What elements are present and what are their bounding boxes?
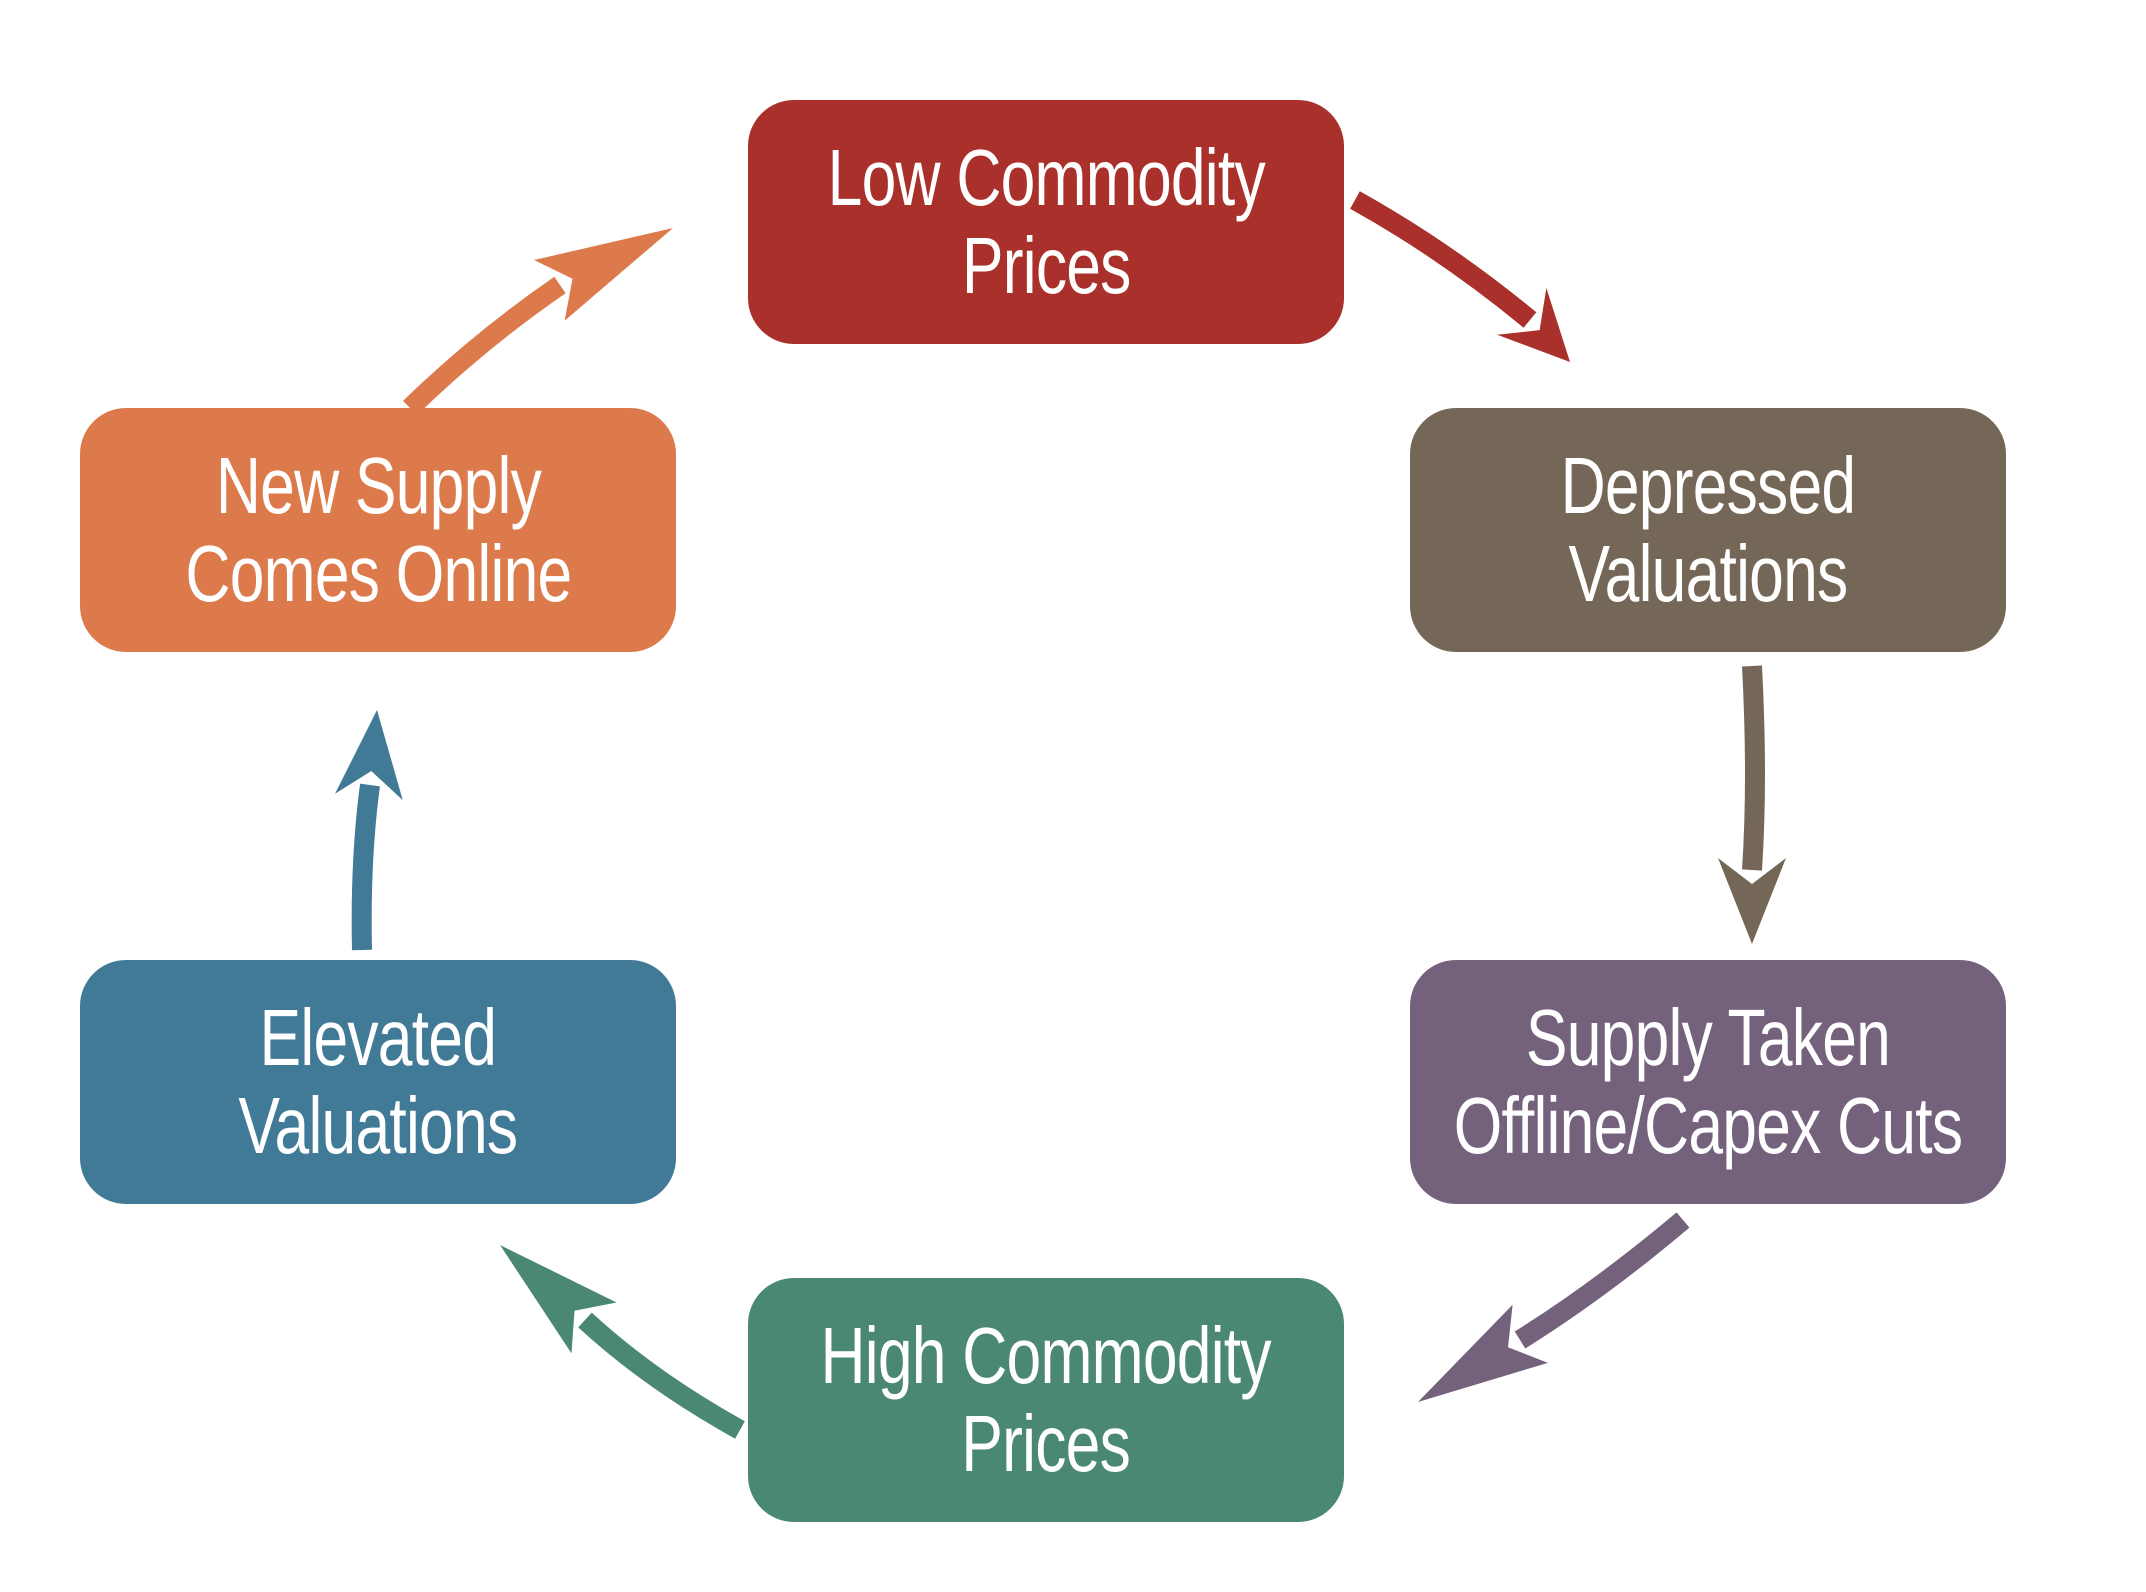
node-depressed-valuations: Depressed Valuations — [1410, 408, 2006, 652]
arrowhead — [500, 1245, 617, 1354]
arrow-shaft — [403, 276, 566, 416]
node-label-line-2: Valuations — [238, 1081, 519, 1170]
node-label-line-1: New Supply — [215, 441, 541, 530]
node-elevated-valuations: Elevated Valuations — [80, 960, 676, 1204]
arrow-low-to-depressed — [1350, 191, 1570, 362]
arrowhead — [1718, 858, 1786, 944]
arrowhead — [1418, 1304, 1548, 1402]
arrow-supply-taken-to-high — [1418, 1212, 1690, 1402]
node-label-line-1: Low Commodity — [827, 133, 1265, 222]
arrow-shaft — [1514, 1212, 1690, 1349]
arrow-shaft — [578, 1312, 745, 1439]
arrow-depressed-to-supply-taken — [1718, 665, 1786, 944]
arrow-shaft — [1350, 191, 1537, 328]
node-label-line-2: Prices — [961, 221, 1131, 310]
arrow-high-to-elevated — [500, 1245, 745, 1439]
node-new-supply-comes-online: New Supply Comes Online — [80, 408, 676, 652]
node-high-commodity-prices: High Commodity Prices — [748, 1278, 1344, 1522]
node-label-line-2: Prices — [961, 1399, 1131, 1488]
arrow-new-supply-to-low — [403, 228, 673, 416]
node-label-line-1: Supply Taken — [1525, 993, 1891, 1082]
node-label-line-1: High Commodity — [820, 1311, 1272, 1400]
node-label-line-2: Comes Online — [184, 529, 572, 618]
arrowhead — [335, 710, 403, 801]
node-supply-taken-offline: Supply Taken Offline/Capex Cuts — [1410, 960, 2006, 1204]
arrowhead — [533, 228, 673, 321]
arrowhead — [1497, 287, 1570, 362]
arrow-shaft — [351, 783, 380, 951]
node-label-line-2: Offline/Capex Cuts — [1453, 1081, 1963, 1170]
node-label-line-1: Depressed — [1560, 441, 1857, 530]
arrow-shaft — [1742, 665, 1765, 871]
arrow-elevated-to-new-supply — [335, 710, 403, 951]
node-label-line-2: Valuations — [1568, 529, 1849, 618]
node-low-commodity-prices: Low Commodity Prices — [748, 100, 1344, 344]
node-label-line-1: Elevated — [259, 993, 497, 1082]
